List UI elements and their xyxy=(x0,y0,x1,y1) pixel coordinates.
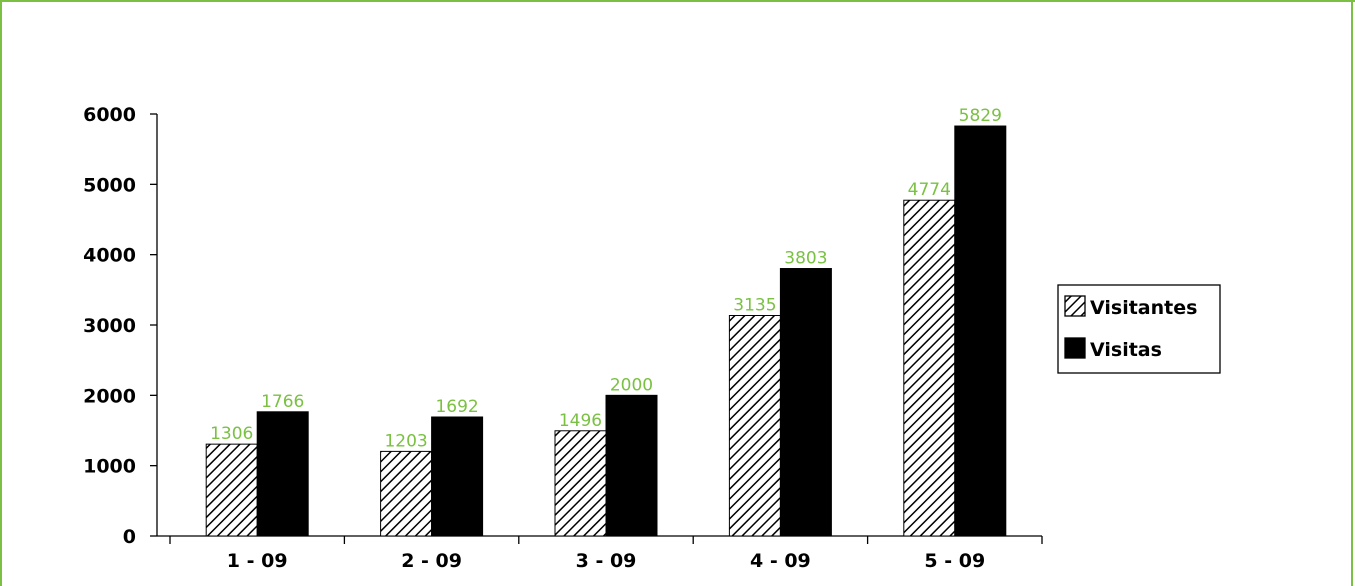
bar-visitas xyxy=(431,416,484,537)
x-tick-label: 4 - 09 xyxy=(750,550,811,572)
bar-visitantes xyxy=(554,430,607,537)
legend-label: Visitantes xyxy=(1090,297,1197,319)
legend-swatch xyxy=(1064,295,1086,317)
data-label: 2000 xyxy=(610,375,653,395)
x-tick-label: 3 - 09 xyxy=(576,550,637,572)
bar-visitantes xyxy=(380,450,433,537)
data-label: 1306 xyxy=(210,424,253,444)
chart-data-labels: 1306 1766 1203 1692 1496 2000 3135 3803 4774 5829 xyxy=(210,106,1002,451)
bar-visitantes xyxy=(903,199,956,537)
data-label: 5829 xyxy=(959,106,1002,126)
bar-visitantes xyxy=(205,443,258,537)
bar-visitas xyxy=(256,411,309,537)
data-label: 1496 xyxy=(559,411,602,431)
chart-axes: 0 1000 2000 3000 4000 5000 6000 1 - 09 2 - 09 3 -… xyxy=(83,104,1043,572)
chart-frame-top xyxy=(0,0,1355,2)
chart-legend: Visitantes Visitas xyxy=(1057,284,1221,374)
bar-visitas xyxy=(954,125,1007,537)
y-tick-label: 2000 xyxy=(83,385,136,407)
bar-visitas xyxy=(605,394,658,537)
y-tick-label: 5000 xyxy=(83,174,136,196)
data-label: 1692 xyxy=(435,397,478,417)
x-tick-label: 1 - 09 xyxy=(227,550,288,572)
data-label: 1203 xyxy=(384,431,427,451)
y-tick-label: 0 xyxy=(123,526,136,548)
y-tick-label: 3000 xyxy=(83,315,136,337)
legend-label: Visitas xyxy=(1090,339,1162,361)
bar-visitas xyxy=(779,268,832,537)
data-label: 3135 xyxy=(733,296,776,316)
x-tick-label: 2 - 09 xyxy=(401,550,462,572)
chart-frame-left xyxy=(0,0,2,586)
y-tick-label: 1000 xyxy=(83,456,136,478)
chart-bars xyxy=(205,125,1007,537)
data-label: 4774 xyxy=(908,180,951,200)
y-tick-label: 6000 xyxy=(83,104,136,126)
data-label: 3803 xyxy=(784,249,827,269)
chart-frame-right xyxy=(1351,0,1353,586)
x-tick-label: 5 - 09 xyxy=(924,550,985,572)
y-tick-label: 4000 xyxy=(83,245,136,267)
bar-visitantes xyxy=(728,315,781,537)
data-label: 1766 xyxy=(261,392,304,412)
legend-swatch xyxy=(1064,337,1086,359)
